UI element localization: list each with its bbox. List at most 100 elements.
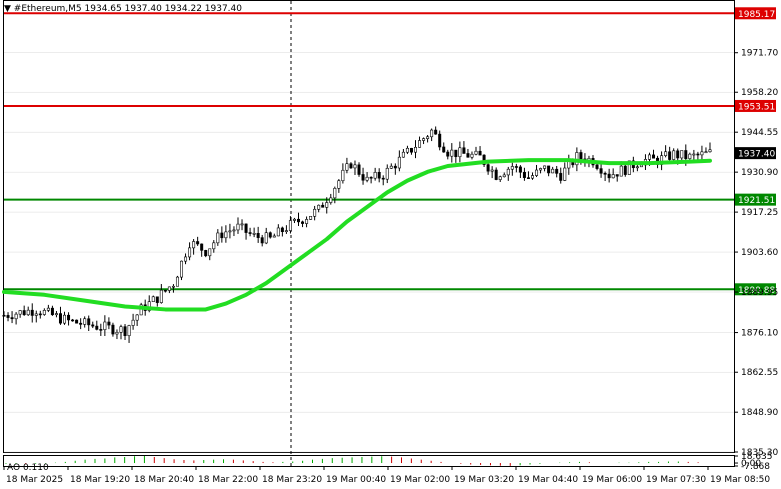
candle-body xyxy=(75,319,79,324)
time-tick-label: 19 Mar 00:40 xyxy=(326,475,386,485)
candle-body xyxy=(58,313,62,324)
candle-body xyxy=(313,208,317,217)
candle-body xyxy=(393,165,397,169)
candle-body xyxy=(333,188,337,199)
price-panel-frame xyxy=(3,0,735,453)
candle-body xyxy=(115,331,119,335)
candle-body xyxy=(401,151,405,158)
time-tick-label: 18 Mar 19:20 xyxy=(70,475,130,485)
candle-body xyxy=(535,169,539,176)
level-tag-resistance xyxy=(735,7,776,20)
candle-body xyxy=(200,243,204,251)
candle-body xyxy=(268,232,272,238)
candle-body xyxy=(79,322,83,325)
candle-body xyxy=(151,296,155,303)
candle-body xyxy=(506,168,510,176)
candle-body xyxy=(498,176,502,180)
candle-body xyxy=(192,241,196,249)
candle-body xyxy=(696,153,700,156)
candle-body xyxy=(708,149,712,153)
candle-body xyxy=(357,164,361,175)
candle-body xyxy=(385,167,389,180)
candle-body xyxy=(232,229,236,232)
candle-body xyxy=(430,129,434,138)
candle-body xyxy=(30,309,34,316)
candle-body xyxy=(155,296,159,303)
time-tick-label: 19 Mar 08:50 xyxy=(710,475,770,485)
candle-body xyxy=(42,310,46,315)
candle-body xyxy=(688,153,692,159)
candle-body xyxy=(204,250,208,257)
candle-body xyxy=(547,165,551,174)
candle-body xyxy=(635,166,639,169)
candle-body xyxy=(514,166,518,168)
price-tick-label: 1958.20 xyxy=(741,88,778,98)
candle-body xyxy=(474,150,478,155)
candle-body xyxy=(502,174,506,178)
candle-body xyxy=(684,150,688,159)
candle-body xyxy=(95,325,99,330)
level-tag-resistance xyxy=(735,99,776,112)
candle-body xyxy=(490,169,494,172)
candle-body xyxy=(337,180,341,189)
candle-body xyxy=(159,289,163,303)
candle-body xyxy=(627,160,631,175)
candle-body xyxy=(212,242,216,250)
ao-histogram xyxy=(5,456,699,466)
candle-body xyxy=(248,232,252,234)
ohlc-quote: 1934.65 1937.40 1934.22 1937.40 xyxy=(84,4,242,14)
candle-body xyxy=(652,154,656,159)
time-tick-label: 19 Mar 02:00 xyxy=(390,475,450,485)
candle-body xyxy=(26,309,30,316)
candle-body xyxy=(595,164,599,169)
candle-body xyxy=(34,313,38,316)
level-tag-support xyxy=(735,283,776,296)
candle-body xyxy=(131,319,135,326)
candle-body xyxy=(619,165,623,177)
candle-body xyxy=(111,324,115,335)
level-tag-label: 1921.51 xyxy=(738,196,775,206)
chart-header: ▼ #Ethereum,M5 1934.65 1937.40 1934.22 1… xyxy=(4,4,242,14)
price-tick-label: 1889.95 xyxy=(741,288,778,298)
time-tick-label: 18 Mar 22:00 xyxy=(198,475,258,485)
candle-body xyxy=(692,153,696,156)
candle-body xyxy=(317,204,321,210)
price-axis: 1971.70 1958.20 1944.55 1930.90 1917.25 1903.… xyxy=(734,49,778,458)
candle-body xyxy=(704,151,708,154)
candle-body xyxy=(83,318,87,325)
time-tick-label: 18 Mar 23:20 xyxy=(262,475,322,485)
candle-body xyxy=(369,176,373,179)
price-tick-label: 1971.70 xyxy=(741,49,778,59)
ao-tick-label: -7.868 xyxy=(741,462,770,472)
moving-average-line xyxy=(2,158,712,312)
candle-body xyxy=(543,165,547,169)
candle-body xyxy=(615,174,619,177)
candle-body xyxy=(208,248,212,257)
candle-body xyxy=(555,168,559,174)
candle-body xyxy=(365,176,369,181)
candle-body xyxy=(6,315,10,318)
candle-body xyxy=(276,227,280,237)
candle-body xyxy=(579,152,583,160)
candle-body xyxy=(175,276,179,287)
level-tag-label: 1953.51 xyxy=(738,102,775,112)
candle-body xyxy=(426,136,430,139)
candle-body xyxy=(470,153,474,158)
price-grid xyxy=(4,52,734,453)
candle-body xyxy=(135,314,139,321)
candle-body xyxy=(478,150,482,156)
price-tick-label: 1848.90 xyxy=(741,408,778,418)
horizontal-levels[interactable]: 1985.17 1953.51 1937.40 1921.51 1890.88 xyxy=(4,7,776,296)
collapse-arrow-icon[interactable]: ▼ xyxy=(4,4,11,14)
level-tag-label: 1937.40 xyxy=(738,150,775,160)
candle-body xyxy=(163,289,167,292)
candle-body xyxy=(188,247,192,258)
candle-body xyxy=(676,150,680,159)
candle-body xyxy=(329,197,333,203)
candle-body xyxy=(607,173,611,179)
candle-body xyxy=(123,326,127,337)
candle-body xyxy=(14,313,18,320)
level-tag-current xyxy=(735,147,776,160)
candle-body xyxy=(530,175,534,179)
